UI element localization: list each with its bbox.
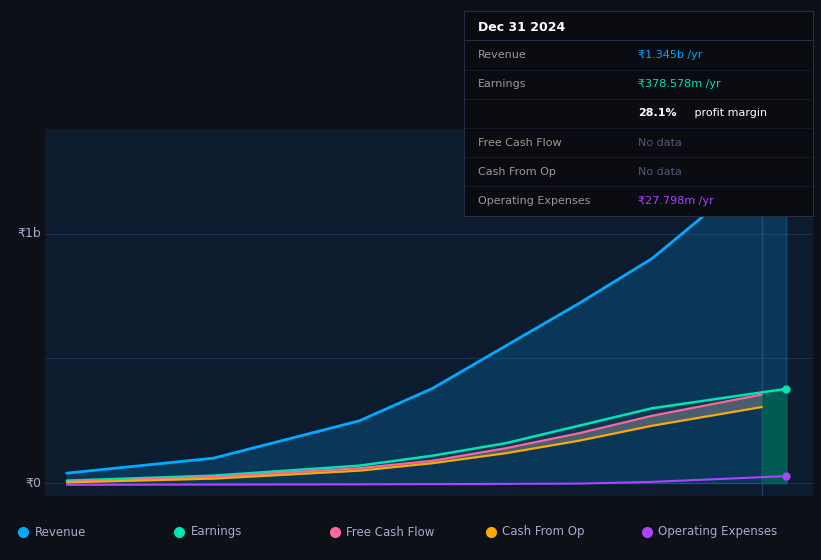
- Text: Earnings: Earnings: [478, 79, 526, 89]
- Text: Earnings: Earnings: [190, 525, 242, 539]
- Text: Operating Expenses: Operating Expenses: [478, 196, 590, 206]
- Text: Revenue: Revenue: [34, 525, 86, 539]
- Text: Free Cash Flow: Free Cash Flow: [478, 138, 562, 148]
- Text: profit margin: profit margin: [690, 109, 767, 118]
- Text: Cash From Op: Cash From Op: [502, 525, 585, 539]
- Text: No data: No data: [639, 167, 682, 177]
- Text: Operating Expenses: Operating Expenses: [658, 525, 777, 539]
- Text: Free Cash Flow: Free Cash Flow: [346, 525, 435, 539]
- Text: ₹1b: ₹1b: [17, 227, 41, 240]
- Text: 28.1%: 28.1%: [639, 109, 677, 118]
- Text: ₹27.798m /yr: ₹27.798m /yr: [639, 196, 714, 206]
- Text: Revenue: Revenue: [478, 50, 526, 60]
- Text: ₹1.345b /yr: ₹1.345b /yr: [639, 50, 703, 60]
- Text: ₹0: ₹0: [25, 477, 41, 489]
- Text: ₹378.578m /yr: ₹378.578m /yr: [639, 79, 721, 89]
- Text: Dec 31 2024: Dec 31 2024: [478, 21, 565, 34]
- Text: No data: No data: [639, 138, 682, 148]
- Text: Cash From Op: Cash From Op: [478, 167, 556, 177]
